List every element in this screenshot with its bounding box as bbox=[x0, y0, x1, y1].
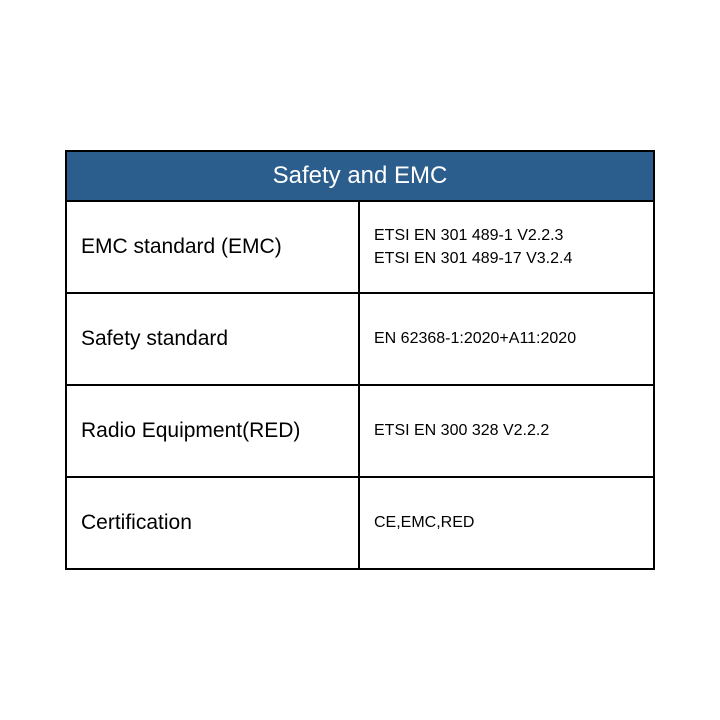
row-value: ETSI EN 301 489-1 V2.2.3 ETSI EN 301 489… bbox=[360, 202, 653, 292]
row-label: EMC standard (EMC) bbox=[67, 202, 360, 292]
table-row: Radio Equipment(RED) ETSI EN 300 328 V2.… bbox=[67, 384, 653, 476]
table-row: EMC standard (EMC) ETSI EN 301 489-1 V2.… bbox=[67, 200, 653, 292]
row-label: Certification bbox=[67, 478, 360, 568]
value-line: EN 62368-1:2020+A11:2020 bbox=[374, 327, 639, 350]
spec-table: Safety and EMC EMC standard (EMC) ETSI E… bbox=[65, 150, 655, 570]
table-row: Safety standard EN 62368-1:2020+A11:2020 bbox=[67, 292, 653, 384]
value-line: ETSI EN 301 489-17 V3.2.4 bbox=[374, 247, 639, 270]
row-value: ETSI EN 300 328 V2.2.2 bbox=[360, 386, 653, 476]
row-value: CE,EMC,RED bbox=[360, 478, 653, 568]
table-title: Safety and EMC bbox=[67, 152, 653, 200]
value-line: ETSI EN 300 328 V2.2.2 bbox=[374, 419, 639, 442]
row-label: Radio Equipment(RED) bbox=[67, 386, 360, 476]
table-row: Certification CE,EMC,RED bbox=[67, 476, 653, 568]
value-line: ETSI EN 301 489-1 V2.2.3 bbox=[374, 224, 639, 247]
row-value: EN 62368-1:2020+A11:2020 bbox=[360, 294, 653, 384]
row-label: Safety standard bbox=[67, 294, 360, 384]
value-line: CE,EMC,RED bbox=[374, 511, 639, 534]
